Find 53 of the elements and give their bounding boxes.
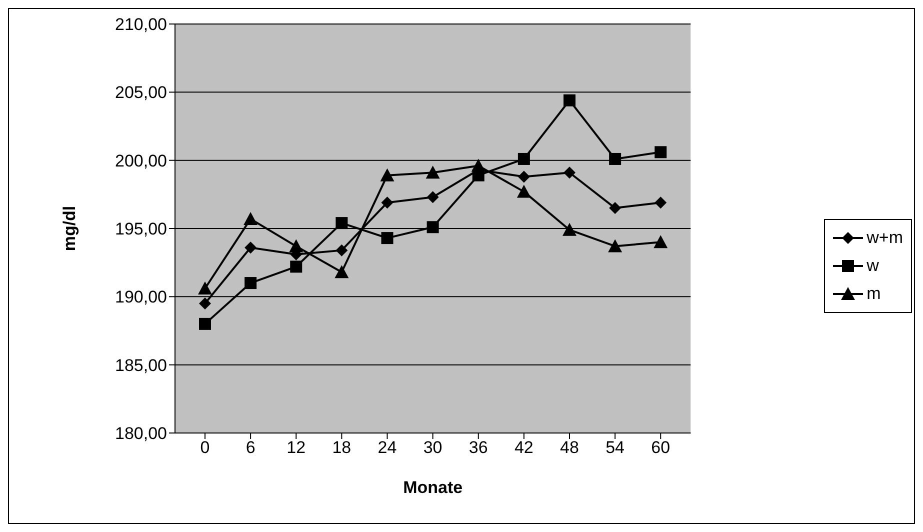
point [336, 217, 348, 230]
x-tick-label: 0 [200, 438, 210, 458]
point [426, 166, 440, 179]
point [199, 318, 211, 330]
point [654, 196, 667, 209]
y-tick-label: 205,00 [115, 83, 167, 102]
x-tick-label: 12 [286, 438, 306, 458]
point [516, 184, 531, 198]
x-axis-title: Monate [403, 478, 463, 497]
y-tick-label: 185,00 [115, 356, 167, 375]
y-tick-label: 210,00 [115, 15, 167, 34]
point [518, 152, 530, 165]
y-axis-title: mg/dl [60, 206, 80, 252]
x-tick-label: 6 [246, 438, 256, 458]
point [609, 202, 622, 214]
point [426, 221, 439, 234]
point [244, 277, 257, 290]
y-tick-label: 200,00 [115, 151, 167, 170]
point [198, 281, 212, 294]
x-tick-label: 48 [560, 438, 579, 458]
point [244, 242, 257, 254]
point [471, 158, 486, 172]
point [290, 260, 302, 273]
y-tick-label: 195,00 [115, 220, 167, 239]
legend-label: w+m [866, 228, 903, 248]
point [380, 168, 394, 182]
point [654, 235, 668, 248]
point [608, 239, 622, 252]
x-tick-label: 54 [606, 438, 625, 458]
y-tick-label: 190,00 [115, 288, 167, 307]
point [199, 297, 211, 310]
x-tick-label: 30 [423, 438, 442, 458]
point [518, 170, 530, 183]
x-tick-label: 60 [651, 438, 670, 458]
point [289, 239, 304, 252]
x-tick-label: 36 [468, 438, 488, 458]
legend-label: w [866, 256, 879, 276]
x-tick-label: 42 [514, 438, 534, 458]
point [334, 265, 349, 278]
point [564, 94, 576, 106]
point [562, 222, 576, 236]
x-tick-label: 18 [332, 438, 352, 458]
point [426, 191, 439, 204]
point [654, 146, 667, 158]
y-tick-label: 180,00 [115, 424, 167, 444]
point [336, 244, 348, 256]
point [564, 166, 576, 179]
point [609, 152, 622, 165]
point [381, 232, 394, 244]
legend-label: m [866, 284, 881, 304]
point [244, 212, 258, 225]
point [381, 196, 394, 209]
x-tick-label: 24 [378, 438, 397, 458]
